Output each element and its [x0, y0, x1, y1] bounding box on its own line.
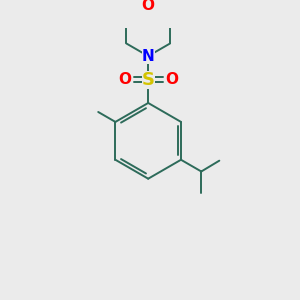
Text: N: N	[142, 49, 155, 64]
Text: O: O	[118, 72, 131, 87]
Text: O: O	[165, 72, 178, 87]
Text: N: N	[142, 49, 155, 64]
Text: O: O	[142, 0, 155, 13]
Text: S: S	[142, 70, 155, 88]
